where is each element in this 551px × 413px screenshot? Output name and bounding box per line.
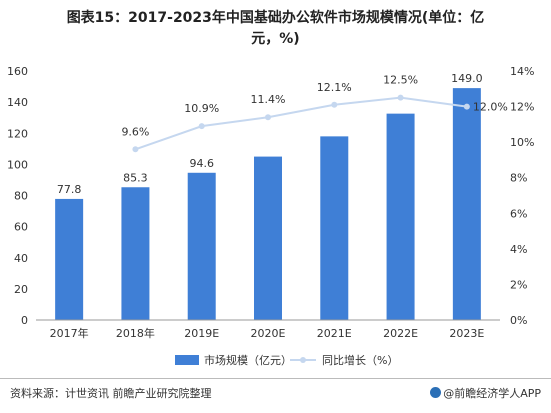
- x-tick-label: 2021E: [317, 327, 352, 340]
- growth-data-label: 9.6%: [121, 125, 149, 138]
- legend-swatch-bar: [175, 355, 199, 365]
- left-tick-label: 60: [14, 221, 28, 234]
- bar: [254, 156, 282, 320]
- growth-marker: [132, 146, 139, 153]
- brand-mark: @前瞻经济学人APP: [430, 385, 541, 401]
- right-tick-label: 2%: [510, 278, 527, 291]
- bar-data-label: 85.3: [123, 171, 148, 184]
- bar-series: 77.8 85.3 94.6 149.0: [55, 72, 483, 321]
- growth-marker: [265, 114, 271, 121]
- growth-marker: [198, 123, 205, 130]
- left-tick-label: 140: [7, 96, 28, 109]
- left-tick-label: 120: [7, 127, 28, 140]
- right-tick-label: 12%: [510, 101, 534, 114]
- bar-data-label: 77.8: [57, 183, 82, 196]
- bar-data-label: 94.6: [189, 157, 214, 170]
- left-tick-label: 100: [7, 158, 28, 171]
- legend-swatch-marker: [300, 357, 306, 363]
- growth-data-label: 12.5%: [383, 74, 418, 87]
- left-tick-label: 80: [14, 190, 28, 203]
- left-tick-label: 0: [21, 314, 28, 327]
- left-tick-label: 40: [14, 252, 28, 265]
- brand-logo-icon: [430, 387, 442, 398]
- left-axis: 0 20 40 60 80 100 120 140 160: [7, 65, 28, 327]
- x-axis: 2017年 2018年 2019E 2020E 2021E 2022E 2023E: [36, 319, 500, 340]
- legend-label-bar: 市场规模（亿元）: [204, 353, 292, 367]
- left-tick-label: 20: [14, 283, 28, 296]
- x-tick-label: 2019E: [184, 327, 219, 340]
- bar: [320, 136, 349, 320]
- x-tick-label: 2020E: [251, 327, 286, 340]
- right-tick-label: 8%: [510, 172, 527, 185]
- growth-marker: [463, 103, 470, 110]
- source-note: 资料来源：计世资讯 前瞻产业研究院整理: [10, 387, 212, 400]
- growth-line: [135, 96, 467, 151]
- bar: [386, 113, 415, 320]
- chart-title: 图表15：2017-2023年中国基础办公软件市场规模情况(单位：亿 元，%): [0, 8, 551, 50]
- x-tick-label: 2017年: [50, 326, 89, 340]
- growth-line-series: 9.6% 10.9% 11.4% 12.1% 12.5% 12.0%: [121, 74, 508, 153]
- footer-divider: [0, 378, 551, 379]
- right-tick-label: 6%: [510, 207, 527, 220]
- bar-data-label: 149.0: [451, 72, 483, 85]
- bar: [187, 172, 216, 320]
- right-axis: 0% 2% 4% 6% 8% 10% 12% 14%: [510, 65, 534, 327]
- growth-marker: [397, 94, 404, 101]
- bar: [452, 88, 481, 321]
- growth-data-label: 11.4%: [251, 93, 286, 106]
- legend: 市场规模（亿元） 同比增长（%）: [175, 353, 398, 367]
- right-tick-label: 4%: [510, 243, 527, 256]
- growth-data-label: 12.0%: [473, 101, 508, 114]
- bar: [121, 187, 150, 320]
- legend-label-line: 同比增长（%）: [322, 353, 398, 367]
- growth-data-label: 12.1%: [317, 81, 352, 94]
- brand-text: @前瞻经济学人APP: [443, 387, 541, 400]
- left-tick-label: 160: [7, 65, 28, 78]
- chart-title-line1: 图表15：2017-2023年中国基础办公软件市场规模情况(单位：亿: [66, 10, 485, 26]
- x-tick-label: 2018年: [116, 326, 155, 340]
- bar: [55, 198, 84, 320]
- growth-data-label: 10.9%: [184, 102, 219, 115]
- growth-marker: [331, 101, 338, 108]
- x-tick-label: 2022E: [383, 327, 418, 340]
- right-tick-label: 14%: [510, 65, 534, 78]
- right-tick-label: 10%: [510, 136, 534, 149]
- x-tick-label: 2023E: [449, 327, 484, 340]
- right-tick-label: 0%: [510, 314, 527, 327]
- chart-title-line2: 元，%): [251, 31, 300, 47]
